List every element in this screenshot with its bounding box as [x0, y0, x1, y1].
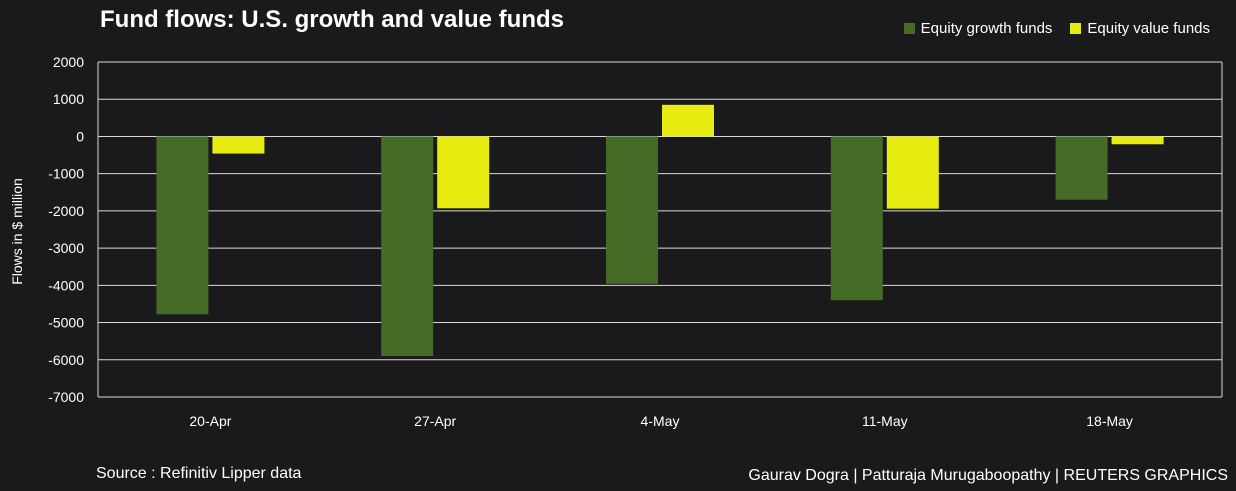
- y-axis-title: Flows in $ million: [9, 178, 25, 285]
- source-note: Source : Refinitiv Lipper data: [96, 465, 302, 482]
- legend-swatch-value: [1070, 23, 1082, 34]
- growth-bar: [156, 136, 209, 315]
- legend-item-growth: Equity growth funds: [903, 20, 1053, 37]
- y-tick-label: -1000: [48, 166, 84, 182]
- y-tick-label: 1000: [53, 91, 84, 107]
- y-tick-label: 2000: [53, 54, 84, 70]
- credit-line: Gaurav Dogra | Patturaja Murugaboopathy …: [748, 467, 1228, 484]
- legend: Equity growth funds Equity value funds: [903, 20, 1210, 37]
- growth-bar: [830, 136, 883, 301]
- x-tick-label: 20-Apr: [189, 413, 231, 429]
- value-bar: [437, 136, 490, 209]
- growth-bar: [606, 136, 658, 284]
- chart-title: Fund flows: U.S. growth and value funds: [100, 6, 564, 33]
- value-bar: [662, 104, 714, 137]
- x-tick-label: 27-Apr: [414, 413, 456, 429]
- value-bar: [886, 136, 939, 209]
- y-tick-label: -3000: [48, 240, 84, 256]
- growth-bar: [1055, 136, 1108, 200]
- growth-bar: [381, 136, 434, 357]
- x-tick-label: 18-May: [1086, 413, 1133, 429]
- y-tick-label: 0: [76, 128, 84, 144]
- y-tick-label: -4000: [48, 277, 84, 293]
- legend-item-value: Equity value funds: [1070, 20, 1210, 37]
- legend-label-value: Equity value funds: [1087, 20, 1210, 37]
- y-tick-label: -6000: [48, 352, 84, 368]
- x-tick-label: 11-May: [862, 413, 908, 429]
- x-tick-label: 4-May: [641, 413, 680, 429]
- value-bar: [212, 136, 265, 154]
- value-bar: [1111, 136, 1164, 145]
- y-tick-label: -2000: [48, 203, 84, 219]
- legend-label-growth: Equity growth funds: [920, 20, 1053, 37]
- y-tick-label: -7000: [48, 389, 84, 405]
- y-tick-label: -5000: [48, 315, 84, 331]
- legend-swatch-growth: [903, 23, 915, 34]
